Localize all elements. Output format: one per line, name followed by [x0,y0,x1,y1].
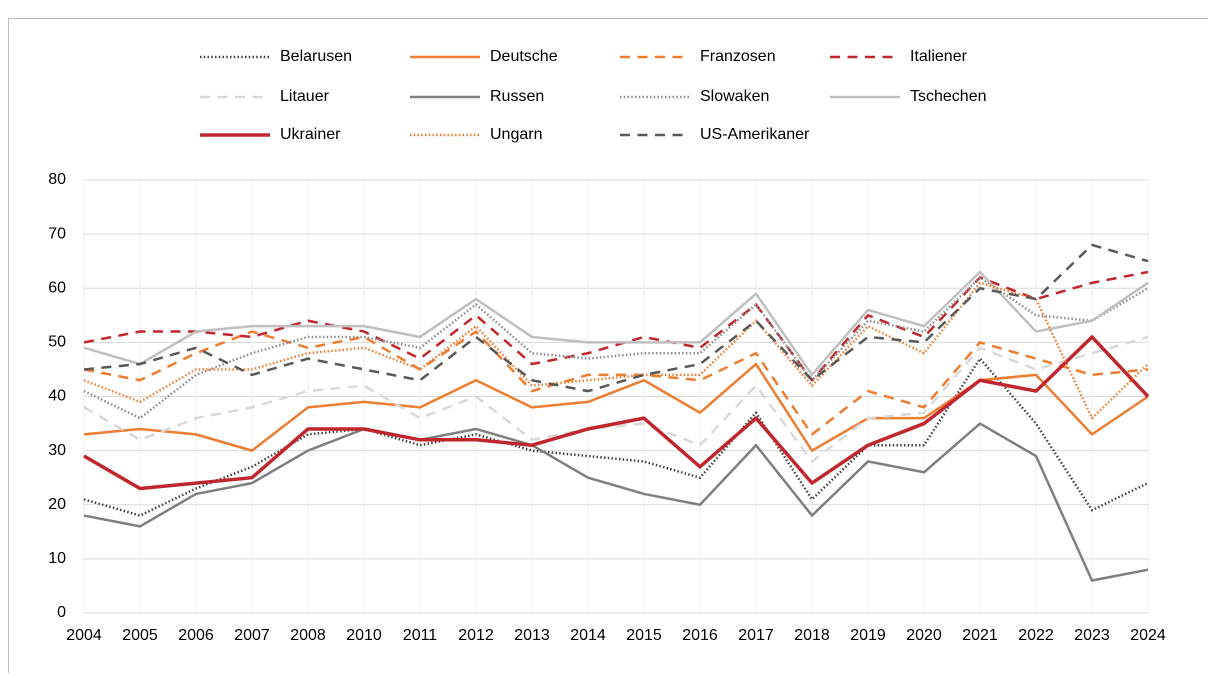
x-tick-label: 2016 [682,627,718,644]
x-tick-label: 2010 [346,627,382,644]
y-tick-label: 60 [48,279,66,296]
legend-label: Deutsche [490,48,558,65]
x-tick-label: 2021 [962,627,998,644]
x-tick-label: 2019 [850,627,886,644]
series-line [84,337,1148,489]
legend-label: Ukrainer [280,126,341,143]
series-line [84,245,1148,391]
legend-label: Litauer [280,88,330,105]
series-line [84,272,1148,375]
series-line [84,364,1148,451]
legend-label: Ungarn [490,126,542,143]
x-tick-label: 2020 [906,627,942,644]
y-tick-label: 20 [48,496,66,513]
x-tick-label: 2015 [626,627,662,644]
x-tick-label: 2007 [234,627,270,644]
legend-label: US-Amerikaner [700,126,810,143]
y-tick-label: 10 [48,550,66,567]
series-line [84,277,1148,418]
legend-label: Russen [490,88,544,105]
y-tick-label: 80 [48,171,66,188]
y-tick-label: 30 [48,442,66,459]
series-line [84,283,1148,418]
x-tick-label: 2006 [178,627,214,644]
x-tick-label: 2008 [290,627,326,644]
x-tick-label: 2018 [794,627,830,644]
x-tick-label: 2004 [66,627,102,644]
legend-label: Slowaken [700,88,769,105]
y-tick-label: 50 [48,334,66,351]
y-tick-label: 0 [57,604,66,621]
x-tick-label: 2012 [458,627,494,644]
x-tick-label: 2022 [1018,627,1054,644]
legend-label: Belarusen [280,48,352,65]
y-tick-label: 40 [48,388,66,405]
chart-frame [9,19,1208,674]
legend-label: Franzosen [700,48,776,65]
y-tick-label: 70 [48,225,66,242]
x-tick-label: 2023 [1074,627,1110,644]
x-tick-label: 2005 [122,627,158,644]
x-tick-label: 2013 [514,627,550,644]
x-tick-label: 2014 [570,627,606,644]
x-tick-label: 2011 [403,627,438,644]
x-tick-label: 2024 [1130,627,1166,644]
x-tick-label: 2017 [738,627,774,644]
legend-label: Italiener [910,48,968,65]
legend-label: Tschechen [910,88,987,105]
